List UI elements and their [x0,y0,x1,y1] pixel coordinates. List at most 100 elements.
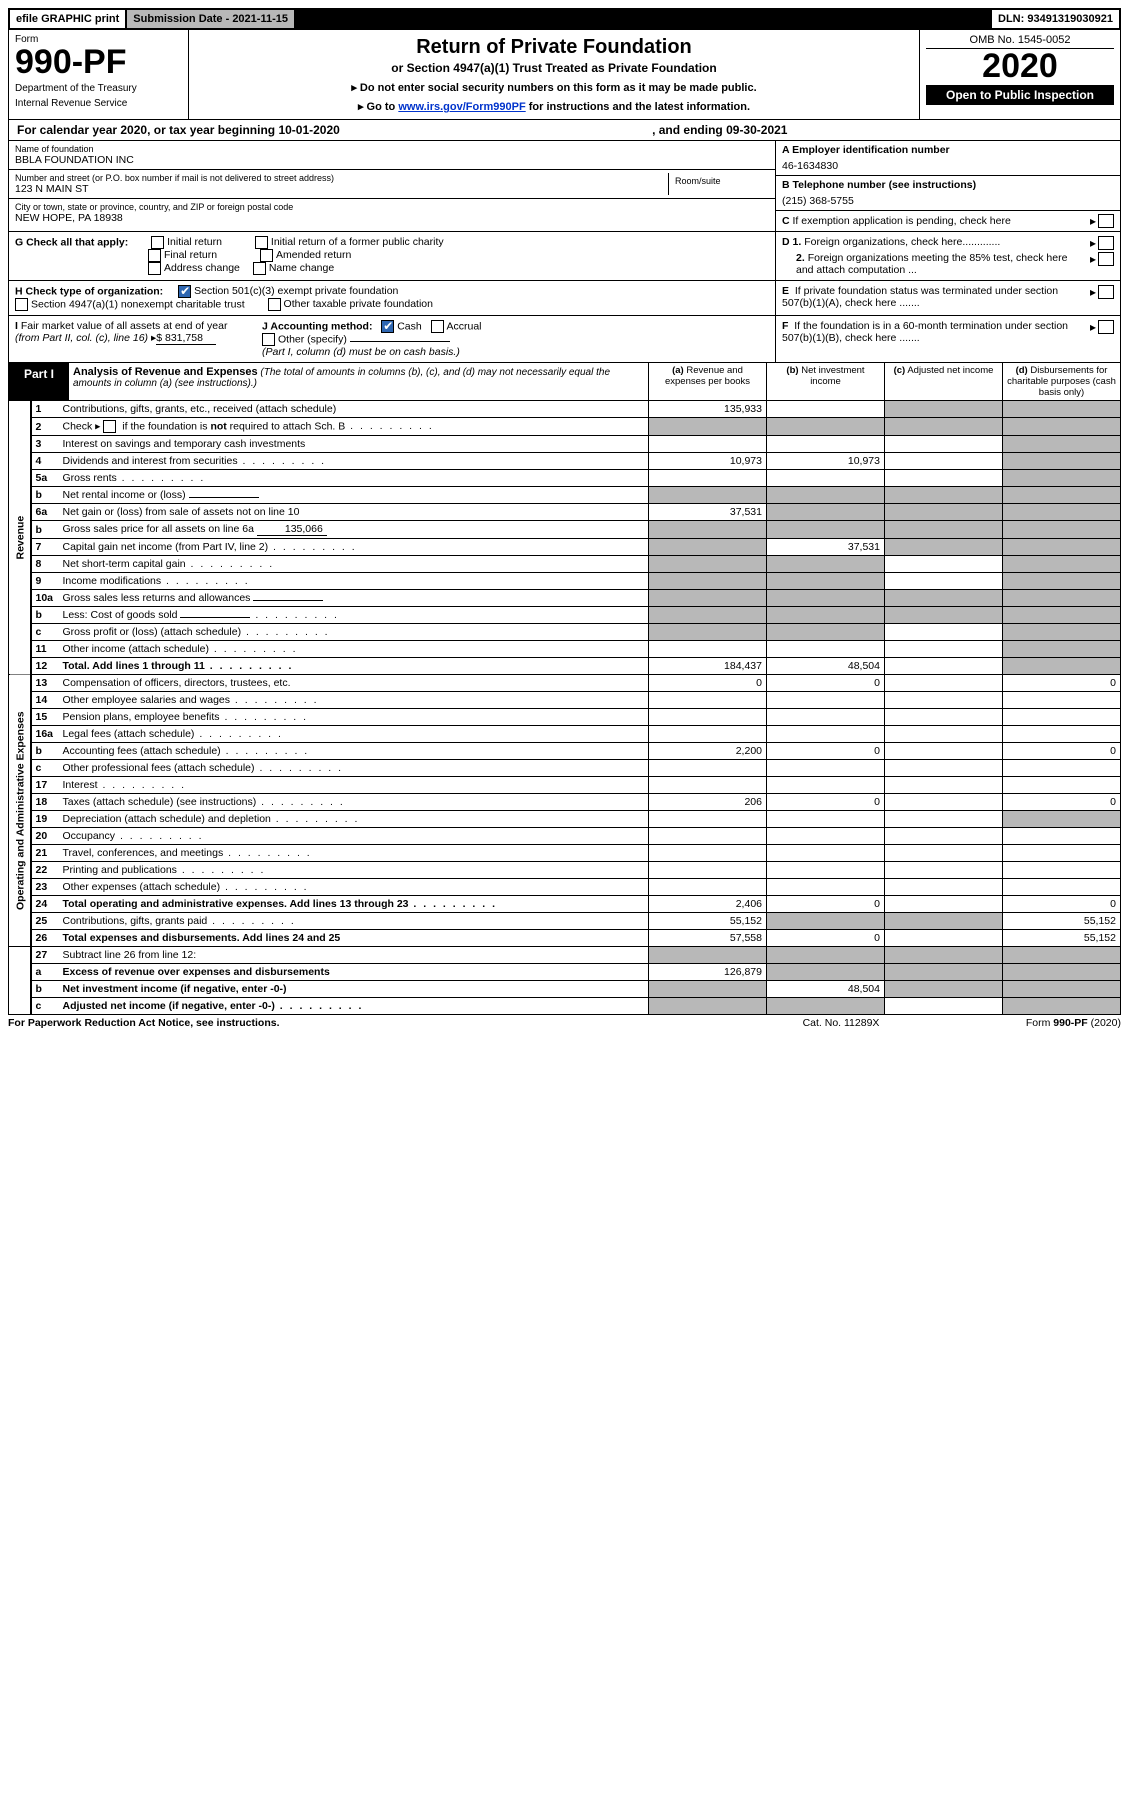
value-cell [885,726,1003,743]
value-cell [649,709,767,726]
value-cell [885,470,1003,487]
h1-text: Section 501(c)(3) exempt private foundat… [194,285,398,297]
row-desc: Net short-term capital gain [59,556,649,573]
value-cell: 0 [1003,675,1121,692]
checkbox-name-change[interactable] [253,262,266,275]
value-cell [885,964,1003,981]
checkbox-f[interactable] [1098,320,1114,334]
value-cell: 2,200 [649,743,767,760]
row-desc: Less: Cost of goods sold [59,607,649,624]
value-cell: 55,152 [1003,930,1121,947]
value-cell [649,862,767,879]
checkbox-final-return[interactable] [148,249,161,262]
value-cell [649,879,767,896]
part1-label: Part I [9,363,69,400]
checkbox-d1[interactable] [1098,236,1114,250]
street-cell: Number and street (or P.O. box number if… [15,173,669,195]
form-header: Form 990-PF Department of the Treasury I… [8,30,1121,120]
value-cell [767,862,885,879]
f-section: F If the foundation is in a 60-month ter… [775,316,1120,362]
value-cell: 48,504 [767,658,885,675]
row-desc: Gross sales less returns and allowances [59,590,649,607]
checkbox-4947[interactable] [15,298,28,311]
value-cell [885,743,1003,760]
checkbox-d2[interactable] [1098,252,1114,266]
cal-begin: For calendar year 2020, or tax year begi… [17,123,652,137]
ij-f-row: I Fair market value of all assets at end… [8,316,1121,363]
checkbox-initial-return[interactable] [151,236,164,249]
value-cell [1003,453,1121,470]
phone-value: (215) 368-5755 [782,195,1114,207]
row-desc: Occupancy [59,828,649,845]
checkbox-former-charity[interactable] [255,236,268,249]
checkbox-501c3[interactable] [178,285,191,298]
value-cell [1003,692,1121,709]
row-number: 19 [31,811,59,828]
value-cell [1003,556,1121,573]
row-number: b [31,607,59,624]
instr-2: ▸ Go to www.irs.gov/Form990PF for instru… [197,100,911,113]
ein-lbl: A Employer identification number [782,144,950,156]
value-cell [885,607,1003,624]
checkbox-accrual[interactable] [431,320,444,333]
value-cell [649,418,767,436]
row-number: c [31,624,59,641]
row-number: 15 [31,709,59,726]
room-cell: Room/suite [669,173,769,195]
value-cell [1003,487,1121,504]
value-cell [649,981,767,998]
value-cell [649,487,767,504]
ein-value: 46-1634830 [782,160,1114,172]
page-footer: For Paperwork Reduction Act Notice, see … [8,1017,1121,1029]
row-desc: Gross sales price for all assets on line… [59,521,649,539]
irs-label: Internal Revenue Service [15,98,182,109]
g-d-row: G Check all that apply: Initial return I… [8,232,1121,281]
row-desc: Gross rents [59,470,649,487]
row-desc: Excess of revenue over expenses and disb… [59,964,649,981]
form-link[interactable]: www.irs.gov/Form990PF [398,101,525,113]
arrow-icon [1086,214,1096,228]
row-number: 9 [31,573,59,590]
row-number: 6a [31,504,59,521]
checkbox-other-taxable[interactable] [268,298,281,311]
street-addr: 123 N MAIN ST [15,183,668,195]
value-cell [885,504,1003,521]
dept-treasury: Department of the Treasury [15,83,182,94]
value-cell [1003,658,1121,675]
row-number: 20 [31,828,59,845]
arrow-icon [1086,252,1096,276]
value-cell [885,981,1003,998]
value-cell [649,556,767,573]
value-cell [885,811,1003,828]
checkbox-cash[interactable] [381,320,394,333]
row-desc: Capital gain net income (from Part IV, l… [59,539,649,556]
value-cell: 0 [1003,794,1121,811]
value-cell: 10,973 [767,453,885,470]
footer-left: For Paperwork Reduction Act Notice, see … [8,1017,741,1029]
checkbox-other-method[interactable] [262,333,275,346]
row-number: 14 [31,692,59,709]
value-cell [767,811,885,828]
instr2-post: for instructions and the latest informat… [526,101,750,113]
row-desc: Total expenses and disbursements. Add li… [59,930,649,947]
checkbox-c[interactable] [1098,214,1114,228]
value-cell [767,418,885,436]
row-number: b [31,521,59,539]
calendar-year-row: For calendar year 2020, or tax year begi… [8,120,1121,141]
d-section: D 1. Foreign organizations, check here..… [775,232,1120,280]
part1-header: Part I Analysis of Revenue and Expenses … [8,363,1121,401]
value-cell [1003,981,1121,998]
row-desc: Depreciation (attach schedule) and deple… [59,811,649,828]
value-cell [885,709,1003,726]
value-cell: 135,933 [649,401,767,418]
value-cell [1003,760,1121,777]
value-cell [1003,521,1121,539]
checkbox-amended[interactable] [260,249,273,262]
value-cell [649,828,767,845]
row-number: 1 [31,401,59,418]
value-cell [1003,964,1121,981]
checkbox-e[interactable] [1098,285,1114,299]
city-state-zip: NEW HOPE, PA 18938 [15,212,769,224]
checkbox-address-change[interactable] [148,262,161,275]
value-cell [1003,777,1121,794]
